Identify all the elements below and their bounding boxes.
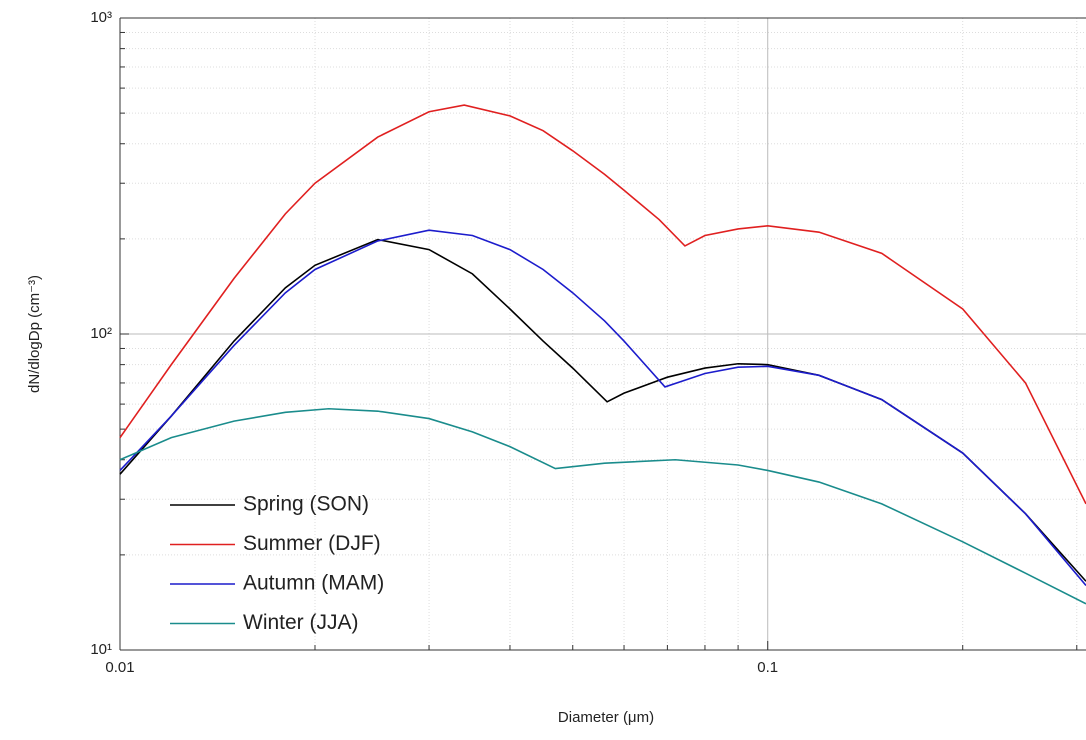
x-tick-label: 0.1: [757, 659, 778, 676]
series-line: [119, 407, 1086, 605]
legend-label: Summer (DJF): [243, 532, 381, 555]
series-line: [119, 229, 1086, 587]
legend-label: Autumn (MAM): [243, 572, 384, 595]
x-tick-label: 0.01: [105, 659, 134, 676]
x-axis-title: Diameter (μm): [558, 709, 654, 726]
y-tick-label: 10²: [90, 325, 112, 342]
series-line: [119, 238, 1086, 582]
y-axis-title: dN/dlogDp (cm⁻³): [26, 275, 43, 393]
legend-label: Spring (SON): [243, 493, 369, 516]
y-tick-label: 10¹: [90, 641, 112, 658]
y-tick-label: 10³: [90, 9, 112, 26]
legend-label: Winter (JJA): [243, 611, 359, 634]
series-line: [119, 104, 1086, 505]
